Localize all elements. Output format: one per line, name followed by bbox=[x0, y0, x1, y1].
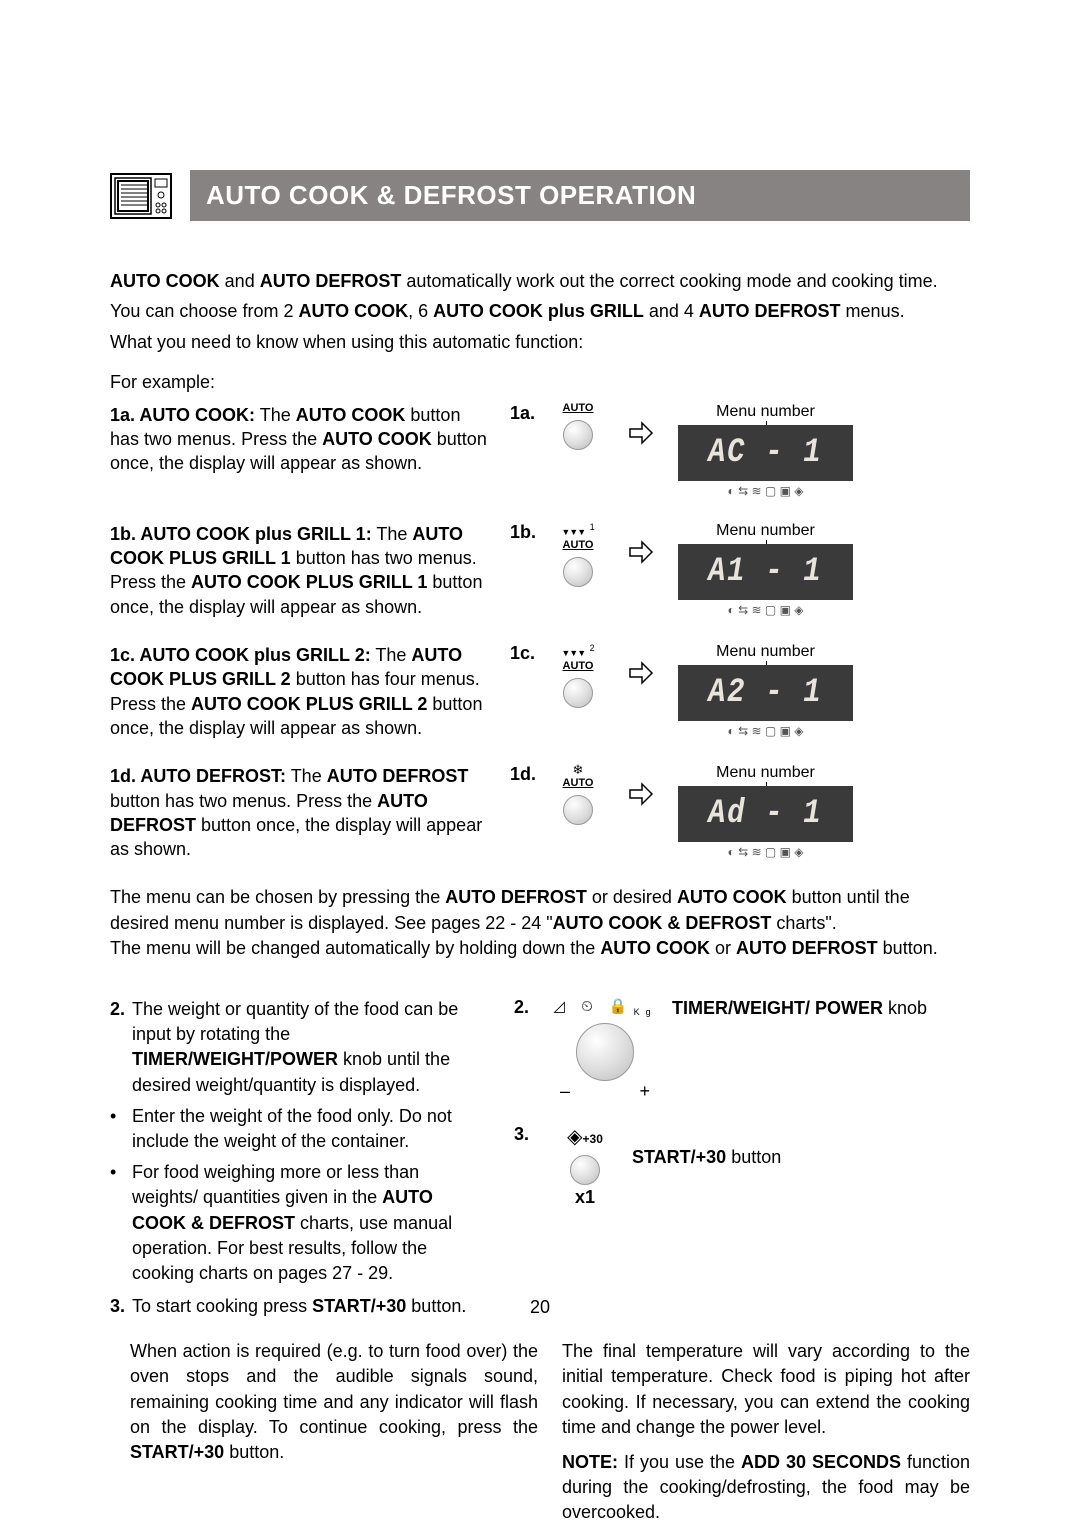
lcd-icons-row: ◐ ⇆ ≋ ▢ ▣ ◈ bbox=[678, 484, 853, 498]
step2-bullet2: For food weighing more or less than weig… bbox=[132, 1160, 490, 1286]
start-button-icon bbox=[570, 1155, 600, 1185]
lcd-display: Menu number Ad - 1 ◐ ⇆ ≋ ▢ ▣ ◈ bbox=[678, 764, 853, 859]
start-plus30-button-area: ◈+30 x1 bbox=[550, 1124, 620, 1208]
timer-weight-power-knob: ◿ ⏲ 🔒Kg –+ bbox=[550, 997, 660, 1102]
start-icon: ◈ bbox=[567, 1126, 582, 1148]
for-example: For example: bbox=[110, 372, 970, 393]
knob-icon bbox=[576, 1023, 634, 1081]
auto-button-icon: ▼▼▼ 1 AUTO bbox=[552, 522, 604, 587]
arrow-right-icon bbox=[626, 659, 654, 687]
bottom-left-text: When action is required (e.g. to turn fo… bbox=[110, 1339, 538, 1525]
step-id: 1d. bbox=[510, 764, 542, 785]
step-text: 1b. AUTO COOK plus GRILL 1: The AUTO COO… bbox=[110, 522, 490, 619]
snowflake-icon: ❄ bbox=[573, 762, 584, 778]
mid-paragraph: The menu can be chosen by pressing the A… bbox=[110, 885, 970, 961]
lcd-display: Menu number A2 - 1 ◐ ⇆ ≋ ▢ ▣ ◈ bbox=[678, 643, 853, 738]
step-text: 1c. AUTO COOK plus GRILL 2: The AUTO COO… bbox=[110, 643, 490, 740]
page-number: 20 bbox=[530, 1297, 550, 1318]
knob-icons: ◿ ⏲ 🔒Kg bbox=[553, 997, 656, 1017]
header: AUTO COOK & DEFROST OPERATION bbox=[110, 170, 970, 221]
lcd-display: Menu number AC - 1 ◐ ⇆ ≋ ▢ ▣ ◈ bbox=[678, 403, 853, 498]
lcd-icons-row: ◐ ⇆ ≋ ▢ ▣ ◈ bbox=[678, 724, 853, 738]
arrow-right-icon bbox=[626, 538, 654, 566]
arrow-right-icon bbox=[626, 419, 654, 447]
step-id: 1b. bbox=[510, 522, 542, 543]
step-text: 1a. AUTO COOK: The AUTO COOK button has … bbox=[110, 403, 490, 498]
intro-line1: AUTO COOK and AUTO DEFROST automatically… bbox=[110, 269, 970, 293]
step-text: 1d. AUTO DEFROST: The AUTO DEFROST butto… bbox=[110, 764, 490, 861]
step-id: 1c. bbox=[510, 643, 542, 664]
auto-button-icon: ❄ AUTO bbox=[552, 764, 604, 825]
step2-bullet1: Enter the weight of the food only. Do no… bbox=[132, 1104, 490, 1154]
left-column: 2. The weight or quantity of the food ca… bbox=[110, 997, 490, 1325]
arrow-right-icon bbox=[626, 780, 654, 808]
ctrl3-num: 3. bbox=[514, 1124, 538, 1145]
ctrl2-num: 2. bbox=[514, 997, 538, 1018]
step3-marker: 3. bbox=[110, 1294, 132, 1319]
lcd-display: Menu number A1 - 1 ◐ ⇆ ≋ ▢ ▣ ◈ bbox=[678, 522, 853, 617]
intro-line2: You can choose from 2 AUTO COOK, 6 AUTO … bbox=[110, 299, 970, 323]
step-row: 1a. AUTO COOK: The AUTO COOK button has … bbox=[110, 403, 970, 498]
auto-button-icon: AUTO bbox=[552, 403, 604, 450]
auto-button-icon: ▼▼▼ 2 AUTO bbox=[552, 643, 604, 708]
step-row: 1d. AUTO DEFROST: The AUTO DEFROST butto… bbox=[110, 764, 970, 861]
step-id: 1a. bbox=[510, 403, 542, 424]
bottom-right-text: The final temperature will vary accordin… bbox=[562, 1339, 970, 1525]
right-column: 2. ◿ ⏲ 🔒Kg –+ TIMER/WEIGHT/ POWER knob 3… bbox=[514, 997, 970, 1325]
page-title: AUTO COOK & DEFROST OPERATION bbox=[190, 170, 970, 221]
step-row: 1b. AUTO COOK plus GRILL 1: The AUTO COO… bbox=[110, 522, 970, 619]
lcd-icons-row: ◐ ⇆ ≋ ▢ ▣ ◈ bbox=[678, 603, 853, 617]
step2-marker: 2. bbox=[110, 997, 132, 1098]
step-row: 1c. AUTO COOK plus GRILL 2: The AUTO COO… bbox=[110, 643, 970, 740]
lcd-icons-row: ◐ ⇆ ≋ ▢ ▣ ◈ bbox=[678, 845, 853, 859]
microwave-icon bbox=[110, 173, 172, 219]
intro-line3: What you need to know when using this au… bbox=[110, 330, 970, 354]
